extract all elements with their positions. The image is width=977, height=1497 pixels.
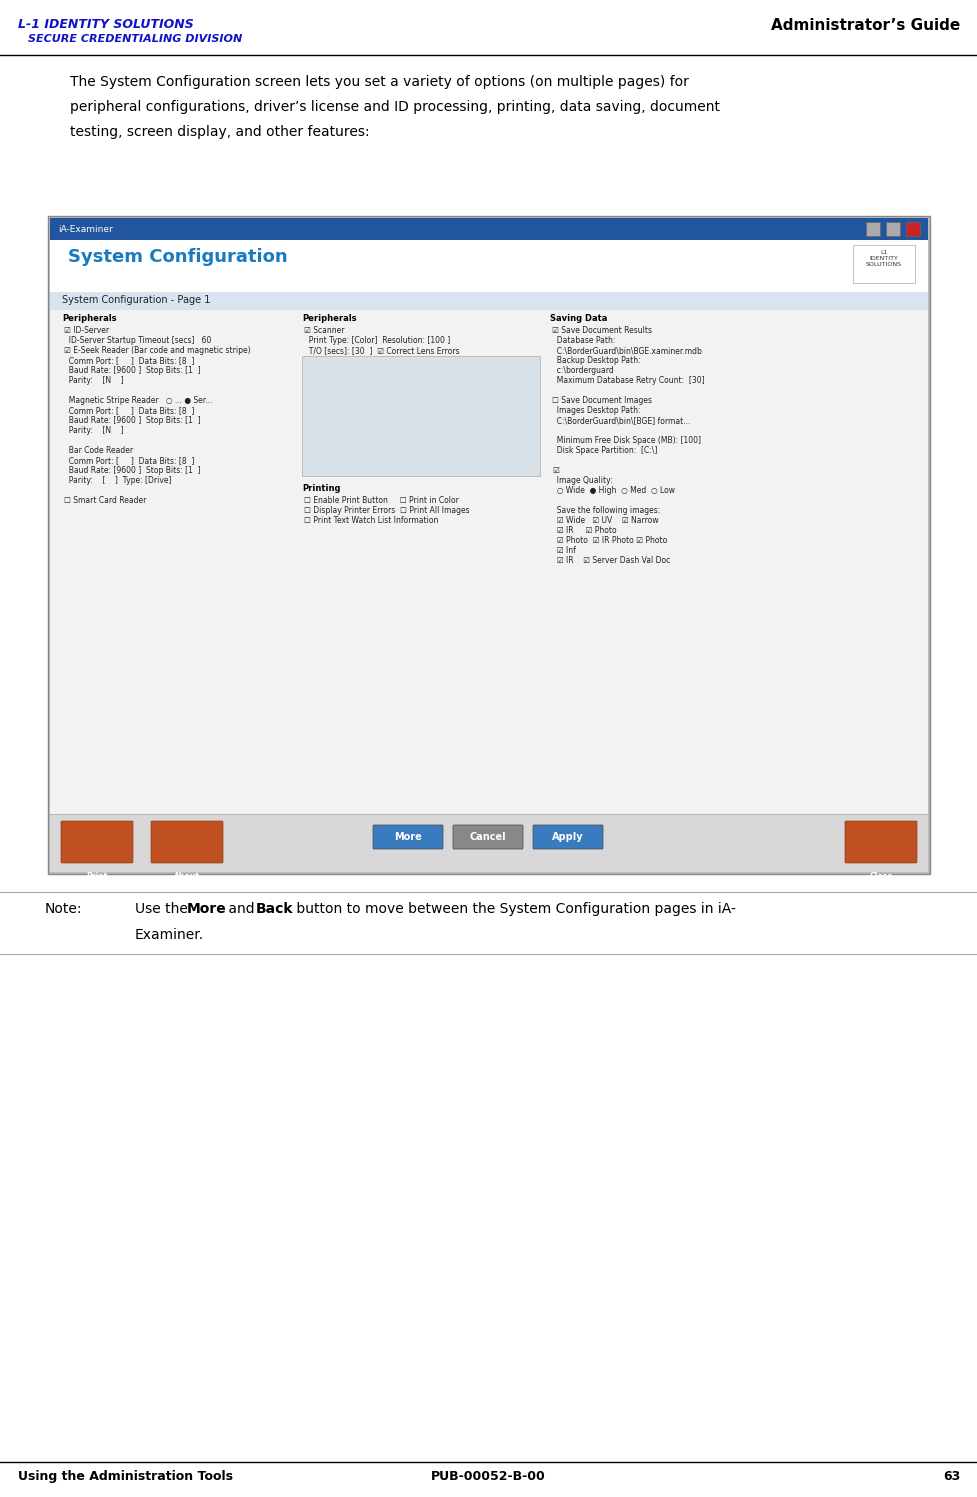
Bar (866, 222, 880, 237)
Text: ☑ Wide   ☑ UV    ☑ Narrow: ☑ Wide ☑ UV ☑ Narrow (552, 516, 658, 525)
Text: ☑ E-Seek Reader (Bar code and magnetic stripe): ☑ E-Seek Reader (Bar code and magnetic s… (64, 346, 251, 355)
Text: button to move between the System Configuration pages in iA-: button to move between the System Config… (292, 903, 736, 916)
Bar (50, 240, 928, 292)
Text: Peripherals: Peripherals (62, 314, 116, 323)
Text: ☐ Save Document Images: ☐ Save Document Images (552, 397, 652, 406)
Text: Magnetic Stripe Reader   ○ ... ● Ser...: Magnetic Stripe Reader ○ ... ● Ser... (64, 397, 212, 406)
Text: ☐ Enable Print Button     ☐ Print in Color: ☐ Enable Print Button ☐ Print in Color (304, 496, 459, 504)
Text: Apply: Apply (552, 832, 584, 841)
Text: and: and (224, 903, 259, 916)
FancyBboxPatch shape (373, 825, 443, 849)
Text: ID-Server Startup Timeout [secs]   60: ID-Server Startup Timeout [secs] 60 (64, 335, 211, 344)
Text: Back: Back (256, 903, 293, 916)
Bar (853, 246, 915, 283)
Text: peripheral configurations, driver’s license and ID processing, printing, data sa: peripheral configurations, driver’s lice… (70, 100, 720, 114)
Text: Cancel: Cancel (470, 832, 506, 841)
Text: ☑ Scanner: ☑ Scanner (304, 326, 345, 335)
Text: The System Configuration screen lets you set a variety of options (on multiple p: The System Configuration screen lets you… (70, 75, 689, 88)
FancyBboxPatch shape (453, 825, 523, 849)
Bar (48, 216, 930, 874)
Text: Baud Rate: [9600 ]  Stop Bits: [1  ]: Baud Rate: [9600 ] Stop Bits: [1 ] (64, 365, 200, 376)
Text: Note:: Note: (45, 903, 82, 916)
Text: C:\BorderGuard\bin\BGE.xaminer.mdb: C:\BorderGuard\bin\BGE.xaminer.mdb (552, 346, 701, 355)
Bar (886, 222, 900, 237)
Text: Print Type: [Color]  Resolution: [100 ]: Print Type: [Color] Resolution: [100 ] (304, 335, 450, 344)
Text: c:\borderguard: c:\borderguard (552, 365, 614, 376)
Text: SECURE CREDENTIALING DIVISION: SECURE CREDENTIALING DIVISION (28, 34, 242, 43)
Text: L-1 IDENTITY SOLUTIONS: L-1 IDENTITY SOLUTIONS (18, 18, 193, 31)
Text: Parity:    [N    ]: Parity: [N ] (64, 376, 124, 385)
Text: Baud Rate: [9600 ]  Stop Bits: [1  ]: Baud Rate: [9600 ] Stop Bits: [1 ] (64, 416, 200, 425)
Text: testing, screen display, and other features:: testing, screen display, and other featu… (70, 126, 369, 139)
FancyBboxPatch shape (533, 825, 603, 849)
Bar (50, 240, 928, 871)
Text: ☐ Print Text Watch List Information: ☐ Print Text Watch List Information (304, 516, 439, 525)
Text: Saving Data: Saving Data (550, 314, 608, 323)
Text: Parity:    [N    ]: Parity: [N ] (64, 427, 124, 436)
Text: ☐ Display Printer Errors  ☐ Print All Images: ☐ Display Printer Errors ☐ Print All Ima… (304, 506, 470, 515)
Text: Examiner.: Examiner. (135, 928, 204, 942)
Text: Printing: Printing (302, 484, 341, 493)
Text: ☑ ID-Server: ☑ ID-Server (64, 326, 109, 335)
Text: Comm Port: [     ]  Data Bits: [8  ]: Comm Port: [ ] Data Bits: [8 ] (64, 356, 194, 365)
Text: Using the Administration Tools: Using the Administration Tools (18, 1470, 233, 1484)
Bar (50, 814, 928, 871)
Text: Image Quality:: Image Quality: (552, 476, 613, 485)
Text: Minimum Free Disk Space (MB): [100]: Minimum Free Disk Space (MB): [100] (552, 436, 701, 445)
Bar (906, 222, 920, 237)
Text: Administrator’s Guide: Administrator’s Guide (771, 18, 960, 33)
FancyBboxPatch shape (151, 820, 223, 862)
Text: ☐ Smart Card Reader: ☐ Smart Card Reader (64, 496, 147, 504)
Text: Maximum Database Retry Count:  [30]: Maximum Database Retry Count: [30] (552, 376, 704, 385)
Text: ☑ IR    ☑ Server Dash Val Doc: ☑ IR ☑ Server Dash Val Doc (552, 555, 670, 564)
Text: 63: 63 (943, 1470, 960, 1484)
Text: Disk Space Partition:  [C:\]: Disk Space Partition: [C:\] (552, 446, 658, 455)
FancyBboxPatch shape (61, 820, 133, 862)
Text: Images Desktop Path:: Images Desktop Path: (552, 406, 641, 415)
Bar (50, 219, 928, 240)
Text: ☑ Save Document Results: ☑ Save Document Results (552, 326, 652, 335)
Bar (50, 292, 928, 310)
Text: More: More (187, 903, 227, 916)
Bar (302, 356, 540, 476)
Text: Use the: Use the (135, 903, 192, 916)
Text: iA-Examiner: iA-Examiner (58, 225, 112, 234)
Text: Bar Code Reader: Bar Code Reader (64, 446, 133, 455)
Text: Print
Wizard: Print Wizard (82, 871, 112, 892)
Text: ☑ IR     ☑ Photo: ☑ IR ☑ Photo (552, 525, 616, 534)
FancyBboxPatch shape (845, 820, 917, 862)
Text: System Configuration: System Configuration (68, 249, 287, 266)
Text: C:\BorderGuard\bin\[BGE] format...: C:\BorderGuard\bin\[BGE] format... (552, 416, 691, 425)
Text: Database Path:: Database Path: (552, 335, 616, 344)
Text: Parity:    [    ]  Type: [Drive]: Parity: [ ] Type: [Drive] (64, 476, 172, 485)
Text: PUB-00052-B-00: PUB-00052-B-00 (431, 1470, 545, 1484)
Text: System Configuration - Page 1: System Configuration - Page 1 (62, 295, 210, 305)
Text: Save the following images:: Save the following images: (552, 506, 660, 515)
Text: Close
Wizard: Close Wizard (866, 871, 896, 892)
Text: About
Reader: About Reader (172, 871, 202, 892)
Text: ☑: ☑ (552, 466, 559, 475)
Text: Comm Port: [     ]  Data Bits: [8  ]: Comm Port: [ ] Data Bits: [8 ] (64, 406, 194, 415)
Text: T/O [secs]: [30  ]  ☑ Correct Lens Errors: T/O [secs]: [30 ] ☑ Correct Lens Errors (304, 346, 459, 355)
Text: L1
IDENTITY
SOLUTIONS: L1 IDENTITY SOLUTIONS (866, 250, 902, 268)
Text: More: More (394, 832, 422, 841)
Text: Peripherals: Peripherals (302, 314, 357, 323)
Text: ☑ Inf: ☑ Inf (552, 546, 575, 555)
Text: ☑ Photo  ☑ IR Photo ☑ Photo: ☑ Photo ☑ IR Photo ☑ Photo (552, 536, 667, 545)
Text: Backup Desktop Path:: Backup Desktop Path: (552, 356, 641, 365)
Text: Comm Port: [     ]  Data Bits: [8  ]: Comm Port: [ ] Data Bits: [8 ] (64, 457, 194, 466)
Text: Baud Rate: [9600 ]  Stop Bits: [1  ]: Baud Rate: [9600 ] Stop Bits: [1 ] (64, 466, 200, 475)
Text: ○ Wide  ● High  ○ Med  ○ Low: ○ Wide ● High ○ Med ○ Low (552, 487, 675, 496)
